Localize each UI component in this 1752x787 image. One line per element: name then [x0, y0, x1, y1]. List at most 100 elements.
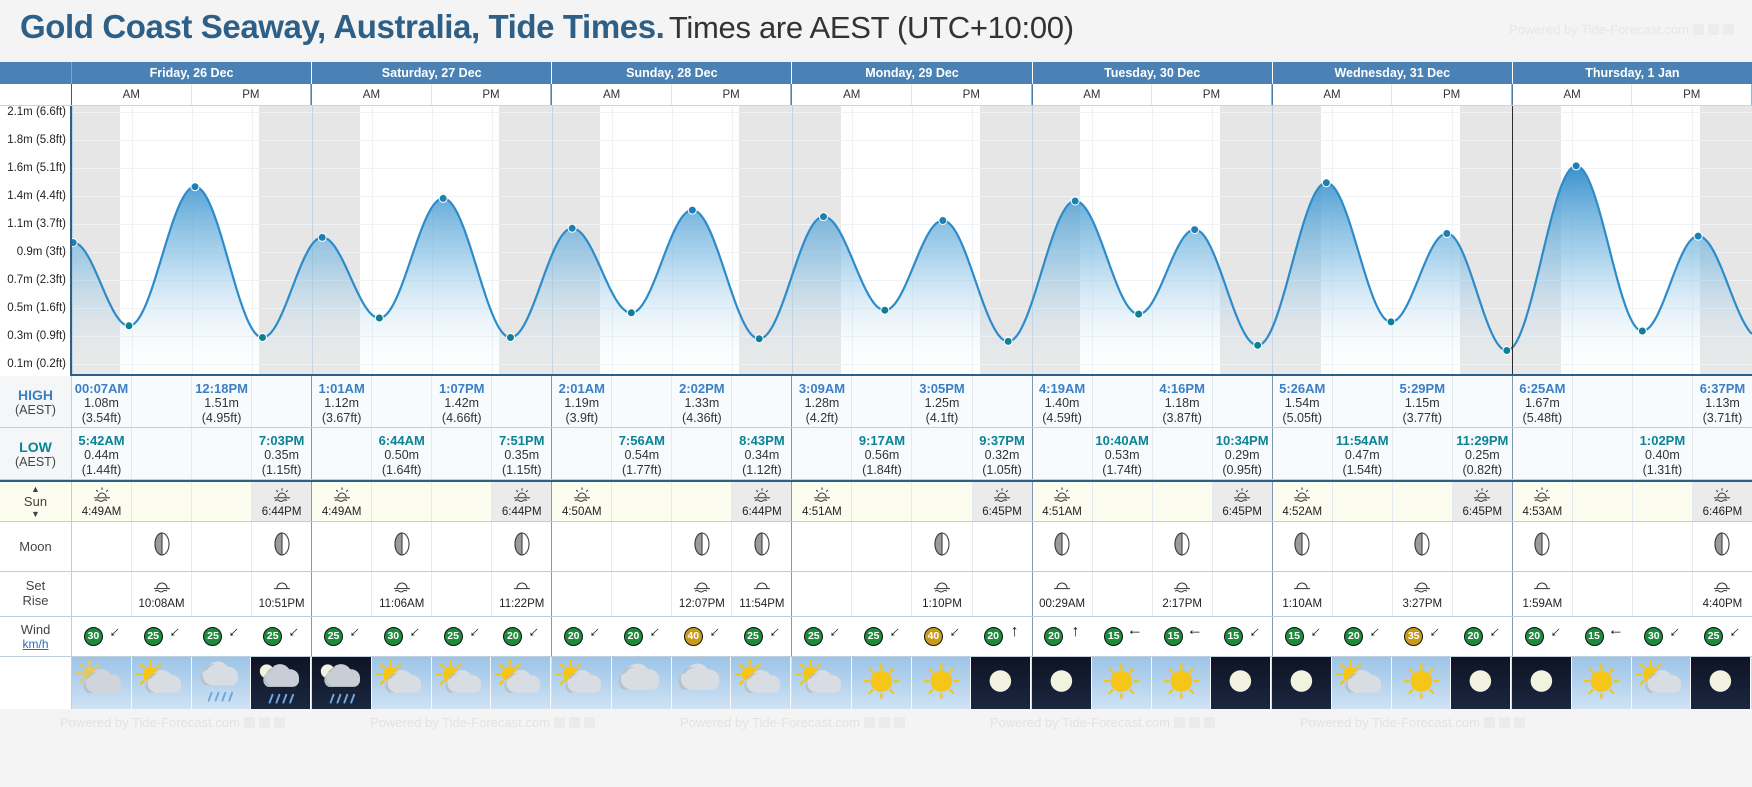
low-tide-point[interactable] [1253, 340, 1263, 350]
sun-entry[interactable]: 6:45PM [972, 482, 1032, 521]
wind-cell[interactable]: 20 ↑ [612, 617, 672, 656]
moon-phase-cell[interactable] [1693, 522, 1752, 571]
sun-entry[interactable]: 6:44PM [492, 482, 552, 521]
wind-cell[interactable]: 35 ↑ [1392, 617, 1452, 656]
low-tide-entry[interactable]: 10:34PM 0.29m (0.95ft) [1213, 428, 1272, 479]
low-tide-entry[interactable]: 7:51PM 0.35m (1.15ft) [492, 428, 551, 479]
wind-cell[interactable]: 25 ↑ [852, 617, 912, 656]
low-tide-point[interactable] [1386, 317, 1396, 327]
moon-setrise-entry[interactable]: 11:06AM [372, 572, 433, 616]
moon-setrise-entry[interactable]: 2:17PM [1153, 572, 1213, 616]
high-tide-entry[interactable]: 1:01AM 1.12m (3.67ft) [312, 376, 373, 427]
high-tide-point[interactable] [1571, 161, 1581, 171]
day-header-1[interactable]: Saturday, 27 Dec [312, 62, 553, 84]
wind-cell[interactable]: 20 ↑ [972, 617, 1032, 656]
sun-entry[interactable]: 4:49AM [312, 482, 373, 521]
wind-cell[interactable]: 25 ↑ [432, 617, 492, 656]
sun-entry[interactable]: 6:45PM [1212, 482, 1272, 521]
sun-entry[interactable]: 4:53AM [1513, 482, 1573, 521]
low-tide-point[interactable] [880, 305, 890, 315]
sun-entry[interactable]: 4:52AM [1273, 482, 1333, 521]
moon-phase-cell[interactable] [1273, 522, 1333, 571]
high-tide-entry[interactable]: 1:07PM 1.42m (4.66ft) [432, 376, 493, 427]
wind-cell[interactable]: 25 ↑ [192, 617, 252, 656]
low-tide-point[interactable] [754, 334, 764, 344]
low-tide-entry[interactable]: 5:42AM 0.44m (1.44ft) [72, 428, 133, 479]
low-tide-point[interactable] [124, 321, 134, 331]
moon-phase-cell[interactable] [1033, 522, 1093, 571]
sun-entry[interactable]: 6:46PM [1692, 482, 1752, 521]
moon-setrise-entry[interactable]: 00:29AM [1033, 572, 1093, 616]
low-tide-point[interactable] [258, 333, 268, 342]
low-tide-entry[interactable]: 6:44AM 0.50m (1.64ft) [372, 428, 433, 479]
tide-plot-area[interactable] [72, 106, 1752, 376]
day-header-5[interactable]: Wednesday, 31 Dec [1273, 62, 1513, 84]
low-tide-entry[interactable]: 7:56AM 0.54m (1.77ft) [612, 428, 673, 479]
sun-entry[interactable]: 4:51AM [792, 482, 853, 521]
sun-entry[interactable]: 6:45PM [1452, 482, 1512, 521]
wind-cell[interactable]: 15 ↑ [1573, 617, 1633, 656]
day-header-3[interactable]: Monday, 29 Dec [792, 62, 1033, 84]
wind-cell[interactable]: 20 ↑ [552, 617, 612, 656]
day-header-0[interactable]: Friday, 26 Dec [72, 62, 313, 84]
wind-unit-link[interactable]: km/h [22, 637, 49, 652]
sun-entry[interactable]: 4:50AM [552, 482, 613, 521]
wind-cell[interactable]: 20 ↑ [491, 617, 551, 656]
wind-cell[interactable]: 20 ↑ [1332, 617, 1392, 656]
wind-cell[interactable]: 25 ↑ [312, 617, 372, 656]
wind-cell[interactable]: 40 ↑ [672, 617, 732, 656]
high-tide-entry[interactable]: 4:16PM 1.18m (3.87ft) [1153, 376, 1213, 427]
moon-phase-cell[interactable] [1153, 522, 1213, 571]
moon-setrise-entry[interactable]: 1:10AM [1273, 572, 1333, 616]
wind-cell[interactable]: 20 ↑ [1033, 617, 1093, 656]
moon-phase-cell[interactable] [1513, 522, 1573, 571]
high-tide-point[interactable] [687, 205, 697, 215]
moon-setrise-entry[interactable]: 11:22PM [492, 572, 551, 616]
low-tide-entry[interactable]: 11:54AM 0.47m (1.54ft) [1333, 428, 1393, 479]
high-tide-point[interactable] [567, 223, 577, 233]
moon-phase-cell[interactable] [132, 522, 193, 571]
high-tide-point[interactable] [72, 238, 78, 248]
high-tide-point[interactable] [1190, 225, 1200, 235]
high-tide-entry[interactable]: 6:25AM 1.67m (5.48ft) [1513, 376, 1573, 427]
day-header-4[interactable]: Tuesday, 30 Dec [1033, 62, 1273, 84]
low-tide-entry[interactable]: 7:03PM 0.35m (1.15ft) [252, 428, 311, 479]
high-tide-point[interactable] [819, 212, 829, 222]
moon-setrise-entry[interactable]: 10:08AM [132, 572, 193, 616]
sun-entry[interactable]: 6:44PM [732, 482, 792, 521]
high-tide-point[interactable] [1442, 229, 1452, 238]
high-tide-entry[interactable]: 5:26AM 1.54m (5.05ft) [1273, 376, 1333, 427]
low-tide-entry[interactable]: 1:02PM 0.40m (1.31ft) [1633, 428, 1693, 479]
moon-setrise-entry[interactable]: 3:27PM [1393, 572, 1453, 616]
low-tide-point[interactable] [1134, 309, 1144, 319]
high-tide-entry[interactable]: 2:01AM 1.19m (3.9ft) [552, 376, 613, 427]
sun-entry[interactable]: 6:44PM [252, 482, 312, 521]
low-tide-point[interactable] [626, 308, 636, 318]
wind-cell[interactable]: 30 ↑ [72, 617, 132, 656]
moon-setrise-entry[interactable]: 1:10PM [912, 572, 973, 616]
low-tide-entry[interactable]: 8:43PM 0.34m (1.12ft) [732, 428, 791, 479]
wind-cell[interactable]: 30 ↑ [1632, 617, 1692, 656]
high-tide-entry[interactable]: 00:07AM 1.08m (3.54ft) [72, 376, 133, 427]
moon-setrise-entry[interactable]: 1:59AM [1513, 572, 1573, 616]
wind-cell[interactable]: 15 ↑ [1212, 617, 1272, 656]
high-tide-point[interactable] [1070, 196, 1080, 206]
low-tide-point[interactable] [374, 313, 384, 323]
low-tide-entry[interactable]: 10:40AM 0.53m (1.74ft) [1093, 428, 1153, 479]
moon-phase-cell[interactable] [732, 522, 791, 571]
day-header-6[interactable]: Thursday, 1 Jan [1513, 62, 1752, 84]
wind-cell[interactable]: 25 ↑ [1692, 617, 1752, 656]
moon-setrise-entry[interactable]: 12:07PM [672, 572, 733, 616]
wind-cell[interactable]: 20 ↑ [1513, 617, 1573, 656]
wind-cell[interactable]: 15 ↑ [1273, 617, 1333, 656]
low-tide-point[interactable] [506, 333, 516, 342]
moon-phase-cell[interactable] [252, 522, 311, 571]
moon-phase-cell[interactable] [1393, 522, 1453, 571]
low-tide-entry[interactable]: 11:29PM 0.25m (0.82ft) [1453, 428, 1512, 479]
high-tide-entry[interactable]: 6:37PM 1.13m (3.71ft) [1693, 376, 1752, 427]
high-tide-entry[interactable]: 3:09AM 1.28m (4.2ft) [792, 376, 853, 427]
moon-phase-cell[interactable] [372, 522, 433, 571]
low-tide-point[interactable] [1502, 346, 1512, 355]
sun-entry[interactable]: 4:49AM [72, 482, 133, 521]
moon-phase-cell[interactable] [672, 522, 733, 571]
